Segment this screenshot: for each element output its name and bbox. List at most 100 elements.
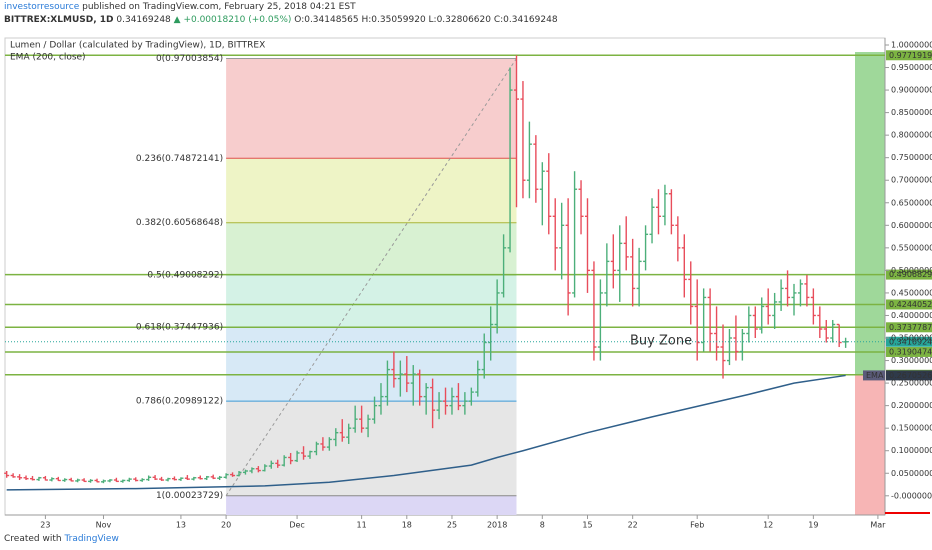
level-label: 0.42440529 [889, 300, 932, 309]
ohlc-bar [326, 437, 332, 451]
ohlc-bar [184, 475, 190, 481]
fib-zone [226, 158, 517, 223]
ohlc-bar [423, 383, 429, 415]
ohlc-bar [210, 474, 216, 480]
ohlc-bar [546, 153, 552, 235]
ohlc-bar [126, 477, 132, 482]
author[interactable]: investorresource [4, 2, 80, 12]
ohlc-bar [494, 279, 500, 334]
ohlc-info: O:0.34148565 H:0.35059920 L:0.32806620 C… [294, 15, 558, 25]
ohlc-bar [75, 478, 81, 483]
ohlc-bar [281, 455, 287, 467]
fib-zone [226, 274, 517, 327]
ohlc-bar [739, 328, 745, 361]
x-tick-label: 2018 [487, 521, 507, 530]
level-tag [886, 322, 932, 333]
ohlc-bar [688, 261, 694, 325]
ohlc-bar [223, 473, 229, 479]
ohlc-bar [785, 270, 791, 307]
x-tick-label: Mar [870, 521, 886, 530]
ohlc-bar [733, 315, 739, 361]
ohlc-bar [307, 450, 313, 459]
header: investorresource published on TradingVie… [4, 1, 558, 27]
ohlc-bar [133, 477, 139, 482]
ohlc-bar [372, 396, 378, 424]
x-tick-label: 19 [808, 521, 818, 530]
publish-info: published on TradingView.com, February 2… [82, 2, 356, 12]
ohlc-bar [365, 414, 371, 438]
ohlc-bar [817, 306, 823, 339]
fib-label: 1(0.00023729) [156, 491, 223, 501]
ohlc-bar [630, 238, 636, 307]
last-price-label: 0.34169248 [889, 337, 932, 346]
ohlc-bar [146, 475, 152, 481]
ohlc-bar [481, 333, 487, 379]
ohlc-bar [249, 467, 255, 474]
fib-label: 0.618(0.37447936) [136, 322, 223, 332]
red-zone [855, 375, 885, 515]
brand[interactable]: TradingView [64, 534, 119, 544]
ohlc-bar [346, 423, 352, 444]
ema-label: 0.26705264 [889, 371, 932, 380]
ohlc-bar [778, 279, 784, 311]
x-tick-label: 11 [357, 521, 367, 530]
ohlc-bar [765, 288, 771, 325]
ohlc-bar [178, 477, 184, 481]
x-tick-label: 18 [402, 521, 412, 530]
ohlc-bar [236, 471, 242, 477]
ohlc-bar [449, 387, 455, 415]
ema-tag [886, 370, 932, 381]
change: ▲ +0.00018210 (+0.05%) [173, 15, 292, 25]
ohlc-bar [262, 464, 268, 472]
ohlc-bar [475, 360, 481, 397]
ohlc-bar [610, 234, 616, 289]
ohlc-bar [772, 292, 778, 329]
ohlc-bar [720, 324, 726, 379]
ohlc-bar [255, 466, 261, 473]
ohlc-bar [242, 469, 248, 475]
x-tick-label: 8 [540, 521, 545, 530]
ohlc-bar [320, 437, 326, 451]
ohlc-bar [597, 279, 603, 361]
ohlc-bar [230, 472, 236, 477]
publish-line: investorresource published on TradingVie… [4, 1, 558, 14]
ohlc-bar [217, 475, 223, 481]
ohlc-bar [152, 475, 158, 481]
ohlc-bar [591, 261, 597, 361]
ohlc-bar [804, 274, 810, 307]
ohlc-bar [823, 319, 829, 343]
ohlc-bar [572, 171, 578, 298]
ohlc-bar [100, 479, 106, 484]
x-tick-label: Nov [96, 521, 112, 530]
ohlc-bar [191, 476, 197, 481]
ohlc-bar [617, 225, 623, 302]
fib-zones [226, 58, 517, 515]
ema-name-tag [863, 370, 885, 381]
level-label: 0.49068292 [889, 270, 932, 279]
ohlc-bar [294, 450, 300, 462]
ohlc-bar [584, 198, 590, 293]
level-tag [886, 299, 932, 310]
ohlc-bar [384, 360, 390, 406]
fib-label: 0.786(0.20989122) [136, 397, 223, 407]
ohlc-bar [726, 328, 732, 366]
fib-label: 0(0.97003854) [156, 54, 223, 64]
ohlc-bar [88, 479, 94, 483]
ohlc-bar [313, 441, 319, 456]
ohlc-bar [165, 477, 171, 482]
ohlc-bar [333, 428, 339, 447]
ohlc-bar [36, 476, 42, 481]
ohlc-bar [391, 351, 397, 388]
level-tag [886, 50, 932, 61]
ohlc-bar [436, 392, 442, 420]
ohlc-bar [55, 476, 61, 482]
